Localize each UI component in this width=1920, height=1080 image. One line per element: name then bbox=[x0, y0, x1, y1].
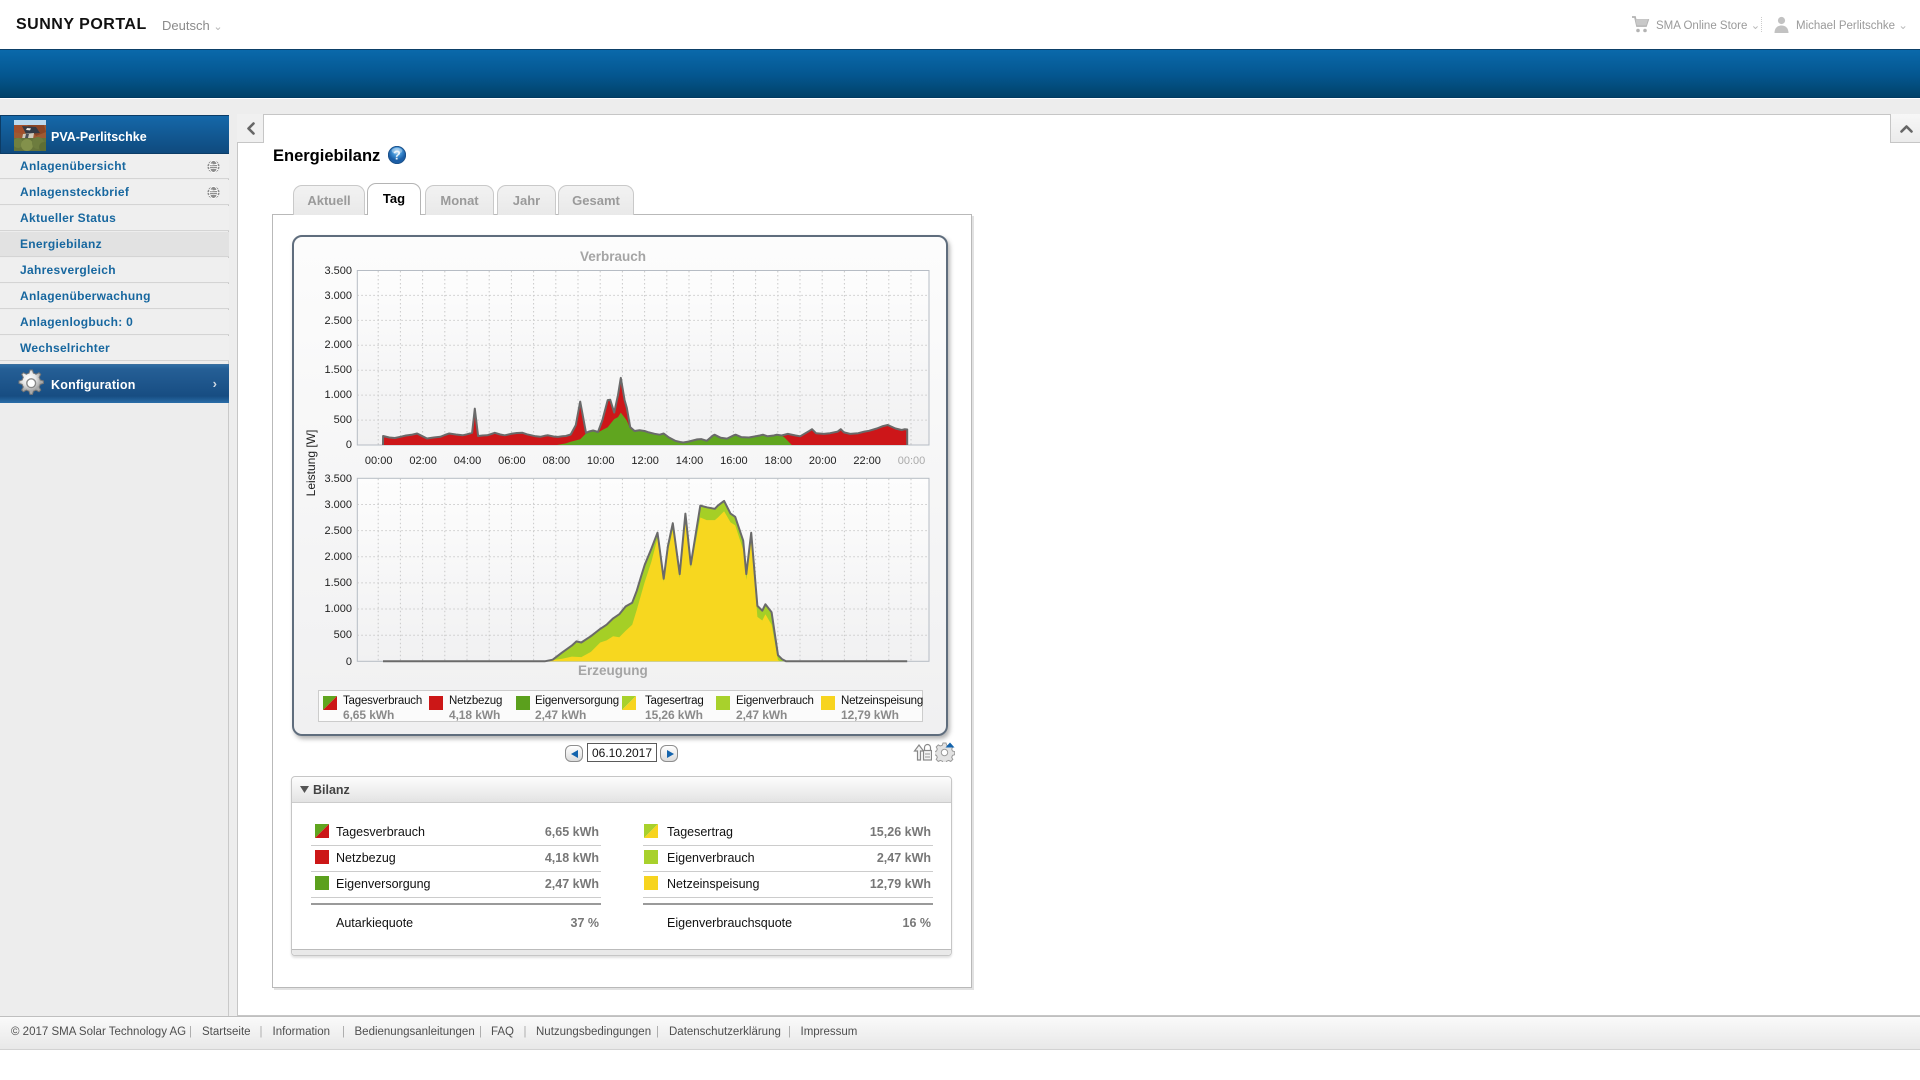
svg-text:?: ? bbox=[393, 149, 401, 163]
